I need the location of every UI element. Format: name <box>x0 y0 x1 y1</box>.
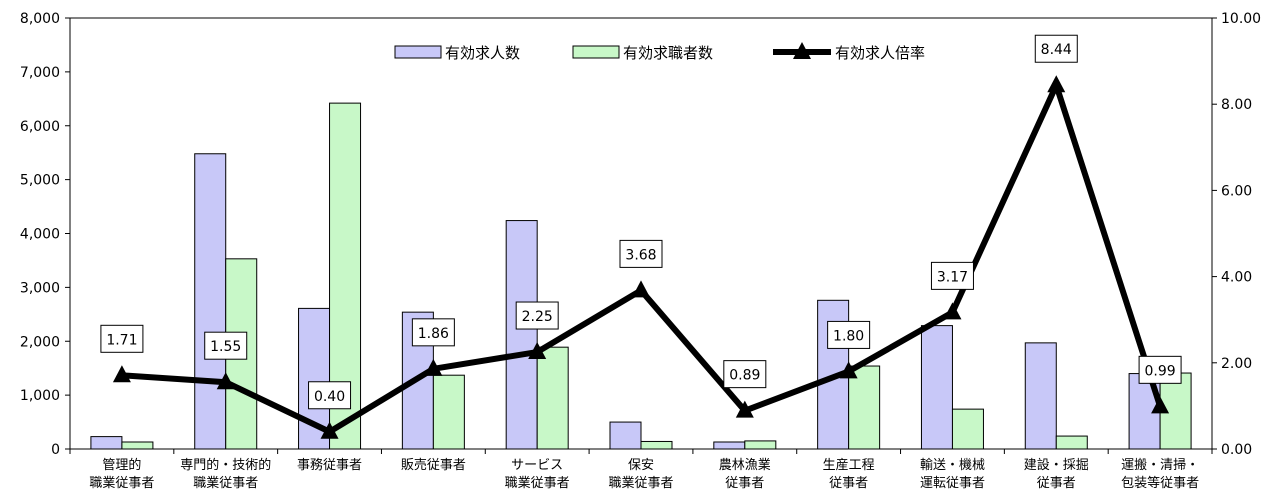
data-label-box <box>1138 355 1182 384</box>
legend-label-job-openings: 有効求人数 <box>445 44 520 62</box>
legend-label-job-seekers: 有効求職者数 <box>623 44 713 62</box>
y-left-tick-label: 2,000 <box>20 334 60 350</box>
data-label-box <box>827 320 871 349</box>
y-right-tick-label: 2.00 <box>1221 356 1252 372</box>
data-labels: 1.71 1.55 0.40 1.86 2.25 3.68 0.89 1.80 3.17 8.44… <box>100 34 1182 410</box>
category-label: 包装等従事者 <box>1121 475 1199 489</box>
data-label: 1.86 <box>418 326 449 342</box>
category-label: 輸送・機械 <box>920 458 985 473</box>
category-label: 従事者 <box>1037 476 1076 489</box>
category-label: 販売従事者 <box>401 457 466 473</box>
data-label: 2.25 <box>522 309 553 325</box>
category-label: 生産工程 <box>823 457 875 473</box>
category-label: 農林漁業 <box>719 457 771 473</box>
bar-job-seekers <box>951 408 984 450</box>
data-label-box <box>411 318 455 347</box>
data-label: 3.17 <box>937 269 968 285</box>
bar-job-seekers <box>744 440 777 450</box>
ratio-point-marker <box>528 342 547 360</box>
data-label: 0.99 <box>1145 363 1176 379</box>
plot-area <box>69 17 1213 450</box>
category-label: 事務従事者 <box>297 458 362 473</box>
category-label: 運転従事者 <box>920 476 985 489</box>
data-label: 0.40 <box>314 389 345 405</box>
bar-job-openings <box>609 421 642 450</box>
bar-job-openings <box>505 220 538 450</box>
legend-marker-ratio <box>793 42 811 59</box>
ratio-point-marker <box>735 400 754 418</box>
ratio-point-marker <box>1047 75 1066 93</box>
bar-job-seekers <box>536 346 569 450</box>
bar-job-openings <box>1024 342 1057 450</box>
bar-job-seekers <box>848 365 881 450</box>
ratio-point-marker <box>112 365 131 383</box>
category-label: サービス <box>511 458 563 473</box>
ratio-point-marker <box>424 358 443 376</box>
axes: 0 1,000 2,000 3,000 4,000 5,000 6,000 7,000 8,00… <box>20 11 1261 458</box>
data-label: 8.44 <box>1041 42 1072 58</box>
y-left-tick-label: 4,000 <box>20 227 60 243</box>
y-left-tick-label: 8,000 <box>20 11 60 27</box>
bar-job-openings <box>713 441 746 450</box>
data-label-box <box>308 381 352 410</box>
legend-label-ratio: 有効求人倍率 <box>835 44 925 62</box>
bar-job-seekers <box>432 374 465 450</box>
y-left-tick-label: 0 <box>51 442 60 458</box>
ratio-line <box>112 75 1170 439</box>
legend-swatch-job-openings <box>394 45 442 59</box>
category-label: 従事者 <box>829 476 868 489</box>
ratio-point-marker <box>320 421 339 439</box>
legend-swatch-job-seekers <box>572 45 620 59</box>
legend: 有効求人数 有効求職者数 有効求人倍率 <box>394 42 925 62</box>
data-label-box <box>204 331 248 360</box>
data-label: 1.71 <box>106 332 137 348</box>
y-left-tick-label: 6,000 <box>20 119 60 135</box>
data-label-box <box>930 261 974 290</box>
category-label: 運搬・清掃・ <box>1121 457 1199 473</box>
data-label: 0.89 <box>729 368 760 384</box>
ratio-point-marker <box>632 280 650 298</box>
y-left-tick-label: 1,000 <box>20 388 60 404</box>
y-right-tick-label: 8.00 <box>1221 97 1252 113</box>
bar-job-openings <box>920 325 953 450</box>
ratio-point-marker <box>216 372 235 390</box>
bar-job-seekers <box>121 441 154 450</box>
ratio-point-marker <box>839 361 858 379</box>
y-left-tick-label: 3,000 <box>20 280 60 296</box>
bar-job-seekers <box>1055 435 1088 450</box>
bar-job-seekers <box>640 440 673 450</box>
category-label: 職業従事者 <box>505 475 570 489</box>
bar-job-openings <box>90 436 123 450</box>
y-right-tick-label: 4.00 <box>1221 270 1252 286</box>
bar-job-openings <box>194 153 227 450</box>
data-label: 1.80 <box>833 328 864 344</box>
category-label: 職業従事者 <box>193 475 258 489</box>
ratio-point-marker <box>1151 396 1170 414</box>
data-label-box <box>515 301 559 330</box>
category-label: 建設・採掘 <box>1024 457 1089 473</box>
category-label: 職業従事者 <box>608 475 673 489</box>
data-label-box <box>619 239 663 268</box>
y-right-tick-label: 0.00 <box>1221 442 1252 458</box>
category-label: 保安 <box>628 458 654 473</box>
data-label-box <box>100 324 144 353</box>
data-label: 1.55 <box>210 339 241 355</box>
category-label: 専門的・技術的 <box>180 457 271 473</box>
category-label: 従事者 <box>725 476 764 489</box>
category-label: 管理的 <box>102 457 141 473</box>
y-left-tick-label: 7,000 <box>20 65 60 81</box>
y-right-tick-label: 10.00 <box>1221 11 1261 27</box>
ratio-point-marker <box>943 302 962 320</box>
data-label-box <box>723 360 767 389</box>
data-label-box <box>1034 34 1078 63</box>
y-left-tick-label: 5,000 <box>20 173 60 189</box>
y-right-tick-label: 6.00 <box>1221 183 1252 199</box>
category-label: 職業従事者 <box>89 475 154 489</box>
data-label: 3.68 <box>625 247 656 263</box>
